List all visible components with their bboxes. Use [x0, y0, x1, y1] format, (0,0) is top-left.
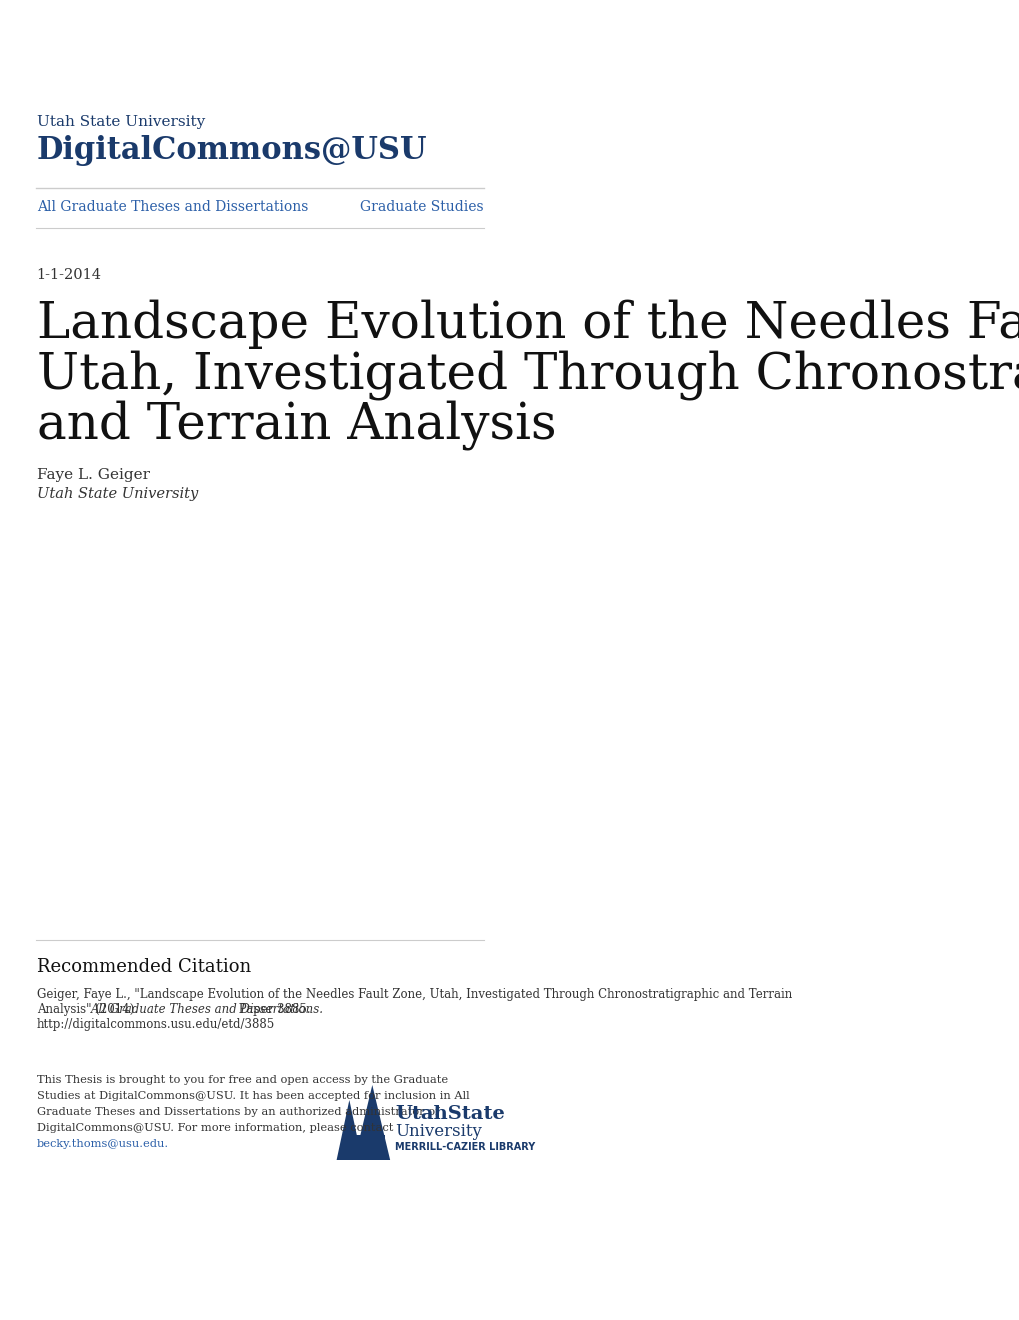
Text: Graduate Studies: Graduate Studies [360, 201, 483, 214]
Text: This Thesis is brought to you for free and open access by the Graduate: This Thesis is brought to you for free a… [37, 1074, 447, 1085]
Text: Utah State University: Utah State University [37, 487, 198, 502]
Text: 1-1-2014: 1-1-2014 [37, 268, 102, 282]
Text: Graduate Theses and Dissertations by an authorized administrator of: Graduate Theses and Dissertations by an … [37, 1107, 438, 1117]
Polygon shape [354, 1085, 389, 1160]
Polygon shape [336, 1100, 362, 1160]
Text: Analysis" (2014).: Analysis" (2014). [37, 1003, 142, 1016]
Text: Recommended Citation: Recommended Citation [37, 958, 251, 975]
Text: Landscape Evolution of the Needles Fault Zone,: Landscape Evolution of the Needles Fault… [37, 300, 1019, 350]
Text: DigitalCommons@USU: DigitalCommons@USU [37, 135, 427, 166]
Text: Faye L. Geiger: Faye L. Geiger [37, 469, 150, 482]
Text: Paper 3885.: Paper 3885. [234, 1003, 310, 1016]
Text: DigitalCommons@USU. For more information, please contact: DigitalCommons@USU. For more information… [37, 1123, 392, 1133]
Text: Studies at DigitalCommons@USU. It has been accepted for inclusion in All: Studies at DigitalCommons@USU. It has be… [37, 1092, 469, 1101]
Text: UtahState: UtahState [394, 1105, 504, 1123]
Text: All Graduate Theses and Dissertations.: All Graduate Theses and Dissertations. [91, 1003, 323, 1016]
Bar [341, 1135, 384, 1160]
Text: University: University [394, 1123, 482, 1140]
Text: and Terrain Analysis: and Terrain Analysis [37, 400, 555, 450]
Text: Utah, Investigated Through Chronostratigraphic: Utah, Investigated Through Chronostratig… [37, 350, 1019, 400]
Text: Utah State University: Utah State University [37, 115, 205, 129]
Text: All Graduate Theses and Dissertations: All Graduate Theses and Dissertations [37, 201, 308, 214]
Text: becky.thoms@usu.edu.: becky.thoms@usu.edu. [37, 1139, 169, 1148]
Text: Geiger, Faye L., "Landscape Evolution of the Needles Fault Zone, Utah, Investiga: Geiger, Faye L., "Landscape Evolution of… [37, 987, 791, 1001]
Text: MERRILL-CAZIER LIBRARY: MERRILL-CAZIER LIBRARY [394, 1142, 535, 1152]
Text: http://digitalcommons.usu.edu/etd/3885: http://digitalcommons.usu.edu/etd/3885 [37, 1018, 275, 1031]
